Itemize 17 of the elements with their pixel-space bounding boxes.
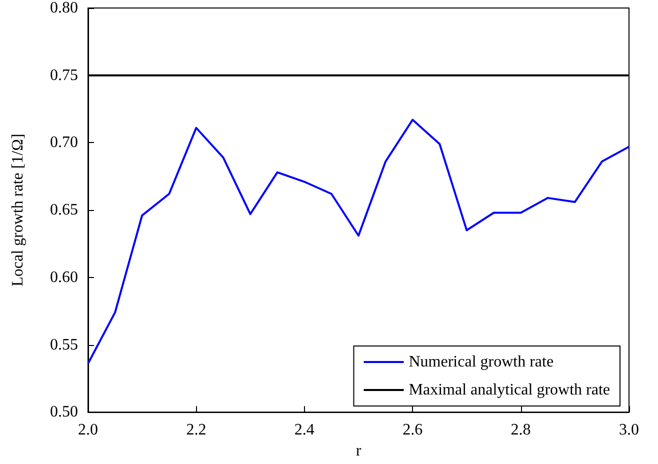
y-axis-title: Local growth rate [1/Ω]: [10, 134, 26, 286]
x-axis-title: r: [356, 442, 362, 460]
x-tick-label: 2.4: [294, 422, 314, 439]
legend-label: Maximal analytical growth rate: [408, 382, 610, 398]
x-tick-label: 2.6: [402, 422, 423, 439]
x-tick-label: 3.0: [619, 422, 639, 439]
y-tick-label: 0.75: [50, 66, 78, 84]
y-tick-label: 0.50: [50, 404, 78, 421]
x-tick-label: 2.8: [510, 422, 531, 439]
y-tick-label: 0.70: [50, 134, 78, 152]
legend-label: Numerical growth rate: [408, 354, 554, 370]
x-tick-label: 2.2: [186, 422, 206, 439]
y-tick-label: 0.65: [50, 202, 78, 219]
y-tick-label: 0.60: [50, 268, 78, 286]
y-tick-label: 0.80: [50, 0, 78, 16]
y-tick-label: 0.55: [50, 336, 78, 354]
x-tick-label: 2.0: [78, 422, 98, 439]
